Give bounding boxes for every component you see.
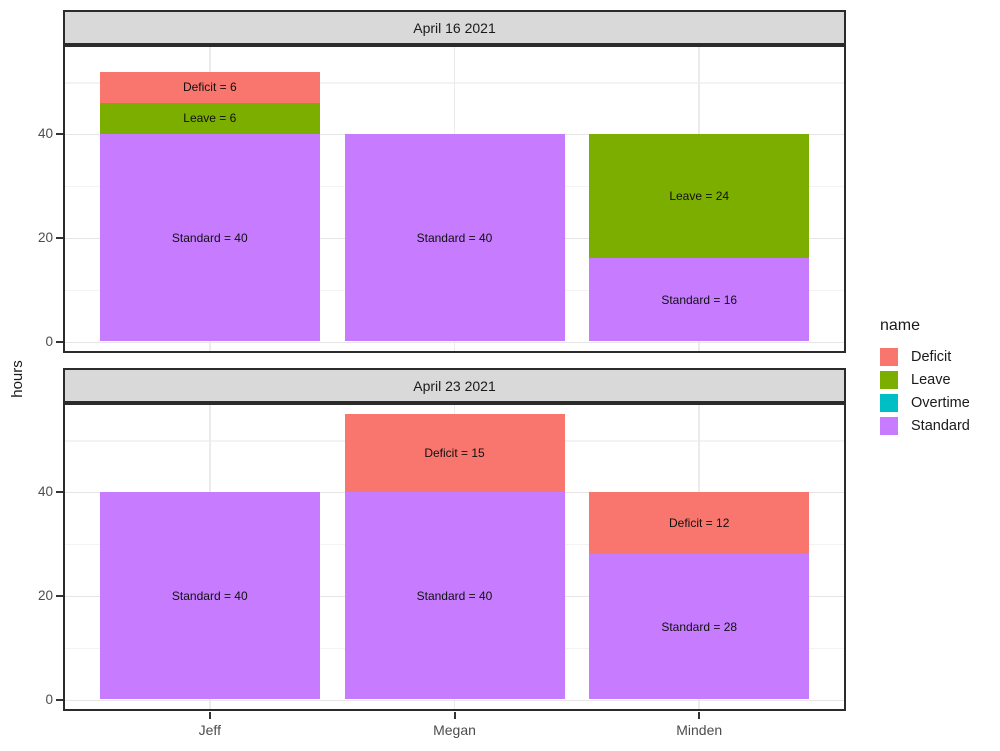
- bar-segment-deficit: Deficit = 15: [344, 414, 565, 492]
- bar-segment-label: Standard = 40: [171, 588, 248, 603]
- legend-label: Standard: [911, 417, 970, 434]
- legend-item-overtime: Overtime: [880, 391, 970, 414]
- bar-segment-standard: Standard = 40: [344, 133, 565, 342]
- bar-segment-standard: Standard = 16: [589, 258, 810, 342]
- bar-segment-deficit: Deficit = 6: [99, 71, 320, 103]
- bar-segment-standard: Standard = 40: [99, 133, 320, 342]
- x-axis-tick: [208, 712, 211, 719]
- y-axis-tick: [56, 132, 63, 135]
- y-axis-tick: [56, 594, 63, 597]
- y-axis-tick: [56, 340, 63, 343]
- x-axis-tick: [698, 712, 701, 719]
- bar-segment-leave: Leave = 6: [99, 102, 320, 134]
- x-axis-tick-label: Minden: [676, 722, 723, 738]
- y-axis-tick: [56, 490, 63, 493]
- bar-segment-label: Standard = 40: [171, 230, 248, 245]
- legend-label: Overtime: [911, 394, 970, 411]
- facet-title: April 16 2021: [413, 19, 496, 36]
- bar-segment-label: Standard = 40: [416, 588, 493, 603]
- x-axis-tick-label: Jeff: [198, 722, 221, 738]
- facet-strip: April 16 2021: [63, 10, 846, 45]
- bar-segment-standard: Standard = 40: [344, 491, 565, 700]
- facet-panel: Standard = 40 Leave = 6 Deficit = 6 Standar…: [63, 45, 846, 353]
- legend-item-leave: Leave: [880, 368, 970, 391]
- bar-segment-label: Leave = 6: [183, 111, 237, 126]
- bar-segment-standard: Standard = 40: [99, 491, 320, 700]
- legend-items: Deficit Leave Overtime Standard: [880, 345, 970, 437]
- bar-segment-label: Standard = 28: [661, 619, 738, 634]
- legend-item-deficit: Deficit: [880, 345, 970, 368]
- x-axis-tick: [453, 712, 456, 719]
- legend-title: name: [880, 317, 921, 334]
- facet-title: April 23 2021: [413, 377, 496, 394]
- bar-segment-label: Standard = 16: [661, 292, 738, 307]
- bar-segment-label: Deficit = 12: [669, 516, 730, 531]
- legend-swatch-overtime: [880, 393, 898, 412]
- legend-swatch-standard: [880, 416, 898, 435]
- bar-segment-label: Deficit = 15: [424, 445, 485, 460]
- y-axis-tick-label: 0: [45, 333, 53, 349]
- x-axis-tick-label: Megan: [433, 722, 476, 738]
- bar-segment-standard: Standard = 28: [589, 554, 810, 700]
- legend-label: Leave: [911, 371, 951, 388]
- bar-segment-label: Deficit = 6: [182, 80, 237, 95]
- legend-item-standard: Standard: [880, 414, 970, 437]
- y-axis-tick-label: 40: [37, 125, 53, 141]
- legend-swatch-leave: [880, 370, 898, 389]
- legend: name Deficit Leave Overtime Standard: [880, 317, 970, 437]
- bar-segment-label: Leave = 24: [669, 189, 730, 204]
- y-axis-tick: [56, 236, 63, 239]
- legend-swatch-deficit: [880, 347, 898, 366]
- bar-segment-leave: Leave = 24: [589, 133, 810, 259]
- facet-panel: Standard = 40 Standard = 40 Deficit = 15 St…: [63, 403, 846, 711]
- y-axis-tick-label: 40: [37, 483, 53, 499]
- y-axis-tick-label: 20: [37, 229, 53, 245]
- facet-strip: April 23 2021: [63, 368, 846, 403]
- legend-label: Deficit: [911, 348, 952, 365]
- y-axis-tick-label: 20: [37, 587, 53, 603]
- y-axis-tick: [56, 698, 63, 701]
- bar-segment-label: Standard = 40: [416, 230, 493, 245]
- y-axis-tick-label: 0: [45, 691, 53, 707]
- bar-segment-deficit: Deficit = 12: [589, 491, 810, 555]
